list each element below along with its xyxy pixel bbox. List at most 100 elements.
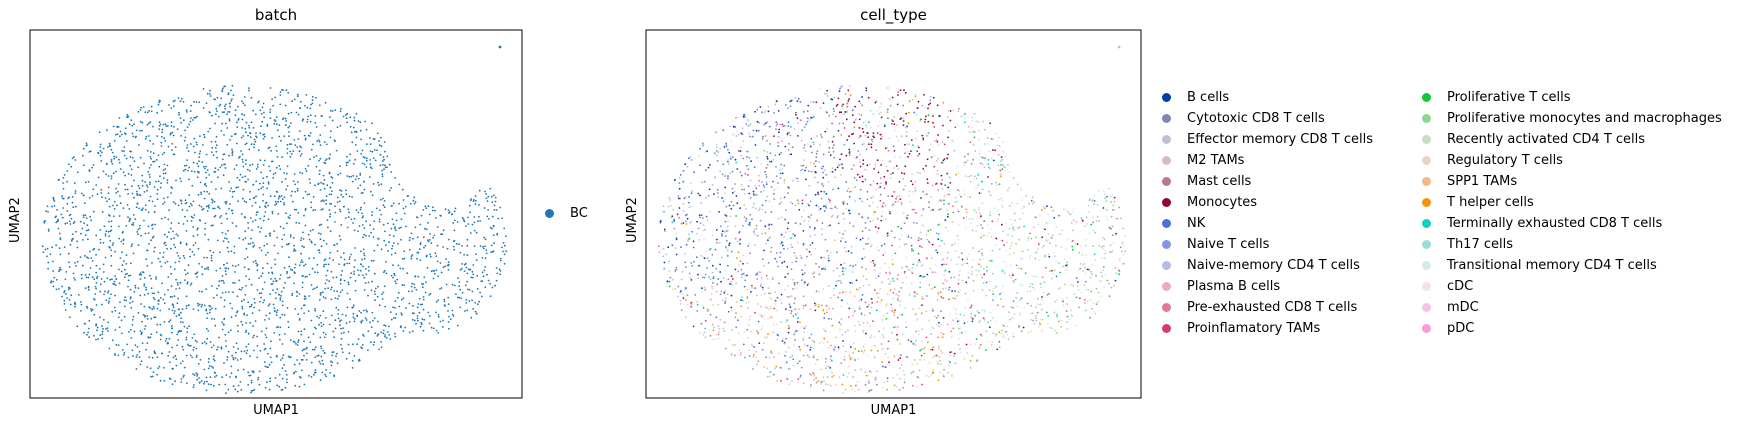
batch-point xyxy=(275,190,278,193)
batch-point xyxy=(58,288,60,290)
cell-type-point xyxy=(735,312,737,315)
cell-type-point xyxy=(989,194,992,197)
batch-point xyxy=(293,282,295,285)
cell-type-point xyxy=(977,269,980,272)
batch-point xyxy=(295,370,297,373)
cell-type-point xyxy=(958,332,961,335)
batch-point xyxy=(389,338,392,340)
cell-type-point xyxy=(860,313,863,316)
batch-point xyxy=(395,219,398,222)
batch-point xyxy=(448,315,450,318)
cell-type-point xyxy=(929,288,932,291)
cell-type-point xyxy=(768,200,771,203)
batch-point xyxy=(364,282,367,284)
batch-point xyxy=(203,382,205,385)
batch-point xyxy=(274,120,277,123)
batch-point xyxy=(435,300,438,303)
batch-point xyxy=(277,129,279,132)
batch-point xyxy=(215,144,218,147)
batch-point xyxy=(382,197,384,200)
batch-point xyxy=(162,251,165,254)
cell-type-point xyxy=(1002,324,1005,327)
cell-type-point xyxy=(922,295,924,298)
batch-point xyxy=(382,156,385,158)
batch-point xyxy=(463,270,466,272)
batch-point xyxy=(278,196,281,198)
batch-point xyxy=(110,264,113,267)
cell-type-point xyxy=(729,172,732,175)
batch-point xyxy=(291,100,293,103)
batch-point xyxy=(258,300,261,303)
batch-point xyxy=(156,193,159,195)
cell-type-point xyxy=(965,161,967,164)
batch-point xyxy=(68,299,71,301)
cell-type-point xyxy=(979,216,982,219)
batch-point xyxy=(348,195,351,198)
batch-point xyxy=(354,289,357,292)
batch-point xyxy=(314,369,317,371)
batch-point xyxy=(243,266,246,269)
cell-type-point xyxy=(779,172,782,175)
cell-type-point xyxy=(892,172,894,174)
batch-point xyxy=(323,265,325,268)
cell-type-point xyxy=(980,333,982,336)
batch-point xyxy=(447,296,450,299)
cell-type-point xyxy=(814,247,817,250)
batch-point xyxy=(474,195,477,197)
batch-point xyxy=(307,310,310,312)
batch-point xyxy=(192,308,195,310)
cell-type-point xyxy=(823,317,826,319)
batch-point xyxy=(54,216,57,219)
batch-point xyxy=(378,209,381,212)
cell-type-point xyxy=(963,357,966,360)
batch-point xyxy=(289,356,292,358)
cell-type-point xyxy=(767,317,769,320)
batch-point xyxy=(407,290,410,293)
cell-type-point xyxy=(801,136,804,139)
batch-point xyxy=(262,182,265,185)
batch-point xyxy=(161,110,163,112)
cell-type-point xyxy=(963,117,966,120)
batch-point xyxy=(314,309,317,312)
cell-type-point xyxy=(1041,246,1044,249)
batch-point xyxy=(418,311,421,314)
batch-point xyxy=(467,223,470,225)
cell-type-point xyxy=(1020,258,1022,260)
batch-point xyxy=(466,238,469,241)
batch-point xyxy=(262,177,265,180)
cell-type-point xyxy=(769,292,772,295)
cell-type-point xyxy=(743,193,746,195)
batch-point xyxy=(322,296,325,298)
cell-type-point xyxy=(848,98,850,101)
cell-type-point xyxy=(789,356,792,359)
cell-type-point xyxy=(837,187,840,190)
batch-point xyxy=(66,297,68,299)
batch-point xyxy=(350,218,353,221)
batch-point xyxy=(359,174,362,176)
cell-type-point xyxy=(741,127,744,130)
cell-type-point xyxy=(969,343,972,346)
batch-point xyxy=(188,123,191,126)
batch-point xyxy=(102,271,105,273)
cell-type-point xyxy=(729,155,732,158)
batch-point xyxy=(210,181,213,183)
cell-type-point xyxy=(767,239,769,242)
batch-point xyxy=(193,346,195,349)
cell-type-point xyxy=(756,274,759,276)
cell-type-point xyxy=(940,349,942,352)
batch-point xyxy=(319,336,322,339)
batch-point xyxy=(481,280,484,283)
batch-point xyxy=(139,109,142,111)
batch-point xyxy=(241,118,244,121)
batch-point xyxy=(422,329,425,332)
batch-point xyxy=(262,301,264,304)
batch-point xyxy=(376,295,379,298)
cell-type-point xyxy=(738,349,741,351)
cell-type-point xyxy=(756,294,758,297)
cell-type-point xyxy=(930,196,933,198)
batch-point xyxy=(494,200,497,203)
batch-point xyxy=(279,103,282,106)
batch-point xyxy=(459,306,462,309)
batch-point xyxy=(145,135,148,138)
cell-type-point xyxy=(735,161,738,164)
